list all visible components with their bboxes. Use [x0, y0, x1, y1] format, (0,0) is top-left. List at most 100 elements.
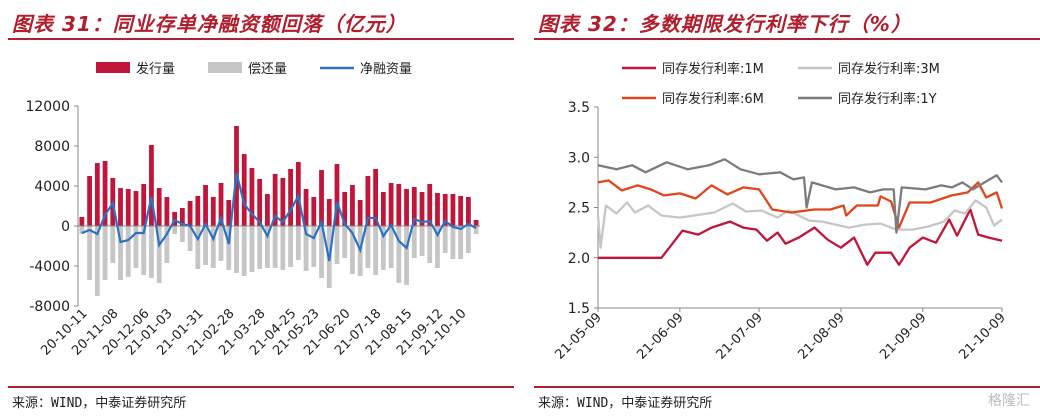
bar-1-9 [149, 226, 154, 278]
bar-0-32 [326, 199, 332, 226]
bar-1-34 [342, 226, 348, 258]
bar-0-13 [179, 208, 185, 226]
bar-0-19 [226, 200, 232, 226]
bar-1-8 [141, 226, 147, 275]
x-tick-label: 21-06-09 [634, 310, 686, 362]
bar-1-7 [133, 226, 139, 268]
bar-1-31 [319, 226, 324, 278]
bar-0-24 [265, 194, 270, 226]
bar-1-21 [241, 226, 247, 276]
bar-0-16 [203, 185, 208, 226]
bar-1-0 [79, 226, 85, 234]
bar-0-42 [404, 189, 409, 226]
left-chart-panel: 图表 31：同业存单净融资额回落（亿元） 发行量 偿还量 净融资量 12000 8000… [0, 0, 514, 419]
bar-0-45 [427, 184, 433, 226]
bar-0-47 [442, 194, 448, 226]
bar-0-22 [249, 168, 255, 226]
legend-label-3: 同存发行利率:1Y [838, 91, 937, 107]
bar-1-15 [195, 226, 201, 269]
bar-1-30 [311, 226, 317, 267]
right-source-rule [534, 386, 1040, 388]
bar-0-8 [141, 184, 147, 226]
x-tick-label: 21-05-09 [552, 310, 604, 362]
y-tick-label: 3.0 [568, 150, 590, 166]
legend-swatch-1 [208, 62, 242, 73]
bar-1-50 [466, 226, 471, 253]
bar-0-41 [396, 184, 402, 226]
bar-0-46 [435, 193, 440, 226]
bar-0-34 [342, 192, 348, 226]
bar-1-14 [187, 226, 193, 251]
bar-0-51 [473, 220, 479, 226]
bar-1-5 [118, 226, 123, 280]
bar-0-5 [118, 188, 123, 226]
bar-1-20 [234, 226, 239, 273]
left-title-bar: 图表 31：同业存单净融资额回落（亿元） [8, 6, 514, 40]
right-source-note: 来源：WIND，中泰证券研究所 [538, 396, 713, 411]
bar-1-40 [388, 226, 394, 268]
y-tick-label: 0 [61, 219, 70, 235]
bar-1-22 [249, 226, 255, 272]
x-tick-label: 21-09-09 [877, 310, 929, 362]
y-tick-label: -4000 [29, 259, 70, 275]
bar-0-3 [102, 161, 108, 226]
bar-0-36 [357, 200, 363, 226]
bar-1-23 [257, 226, 263, 269]
right-chart-panel: 图表 32：多数期限发行利率下行（%） 同存发行利率:1M 同存发行利率:3M 同存… [526, 0, 1040, 419]
bar-0-17 [210, 197, 216, 226]
bar-1-25 [272, 226, 278, 268]
bar-1-2 [94, 226, 100, 296]
bar-1-49 [458, 226, 464, 259]
y-tick-label: 1.5 [568, 301, 590, 317]
bar-1-6 [125, 226, 131, 277]
bar-1-4 [110, 226, 116, 263]
bar-1-38 [373, 226, 379, 275]
bar-0-33 [334, 164, 340, 226]
bar-1-1 [87, 226, 92, 280]
legend-swatch-0 [96, 62, 130, 73]
left-chart-title: 图表 31：同业存单净融资额回落（亿元） [12, 12, 407, 36]
bar-1-47 [442, 226, 448, 253]
bar-0-1 [87, 176, 92, 226]
bar-1-43 [411, 226, 417, 258]
bar-1-42 [404, 226, 409, 285]
bar-0-18 [218, 183, 224, 226]
bar-0-26 [280, 178, 286, 226]
series-line-3 [597, 158, 1003, 234]
x-tick-label: 21-08-09 [795, 310, 847, 362]
bar-1-33 [334, 226, 340, 264]
legend-label-0: 发行量 [136, 61, 175, 77]
bar-1-44 [419, 226, 425, 256]
bar-1-13 [179, 226, 185, 242]
y-tick-label: 2.0 [568, 251, 590, 267]
legend-label-0: 同存发行利率:1M [662, 61, 764, 77]
bar-1-48 [450, 226, 456, 259]
x-tick-label: 21-07-09 [714, 310, 766, 362]
legend-label-2: 净融资量 [360, 62, 412, 77]
bar-0-29 [303, 189, 309, 226]
bar-1-12 [172, 226, 178, 234]
bar-1-16 [203, 226, 208, 265]
bar-0-27 [288, 169, 293, 226]
right-chart-svg: 同存发行利率:1M 同存发行利率:3M 同存发行利率:6M 同存发行利率:1Y 3.5 3… [552, 61, 1008, 363]
left-source-note: 来源：WIND，中泰证券研究所 [12, 396, 187, 411]
y-tick-label: 3.5 [568, 100, 590, 116]
bar-0-21 [241, 154, 247, 226]
bar-0-2 [94, 163, 100, 226]
bar-0-49 [458, 196, 464, 226]
bar-0-43 [411, 187, 417, 226]
bar-1-10 [156, 226, 162, 283]
bar-0-15 [195, 196, 201, 226]
bar-0-37 [365, 176, 371, 226]
bar-1-41 [396, 226, 402, 283]
bar-1-27 [288, 226, 293, 267]
bar-0-11 [164, 197, 170, 226]
bar-0-35 [350, 185, 355, 226]
series-line-0 [598, 208, 1003, 266]
bar-0-9 [149, 145, 154, 226]
bar-1-26 [280, 226, 286, 270]
x-tick-label: 21-10-09 [956, 310, 1008, 362]
bar-0-39 [380, 192, 386, 226]
legend-label-1: 同存发行利率:3M [838, 61, 940, 77]
bar-0-25 [272, 174, 278, 226]
